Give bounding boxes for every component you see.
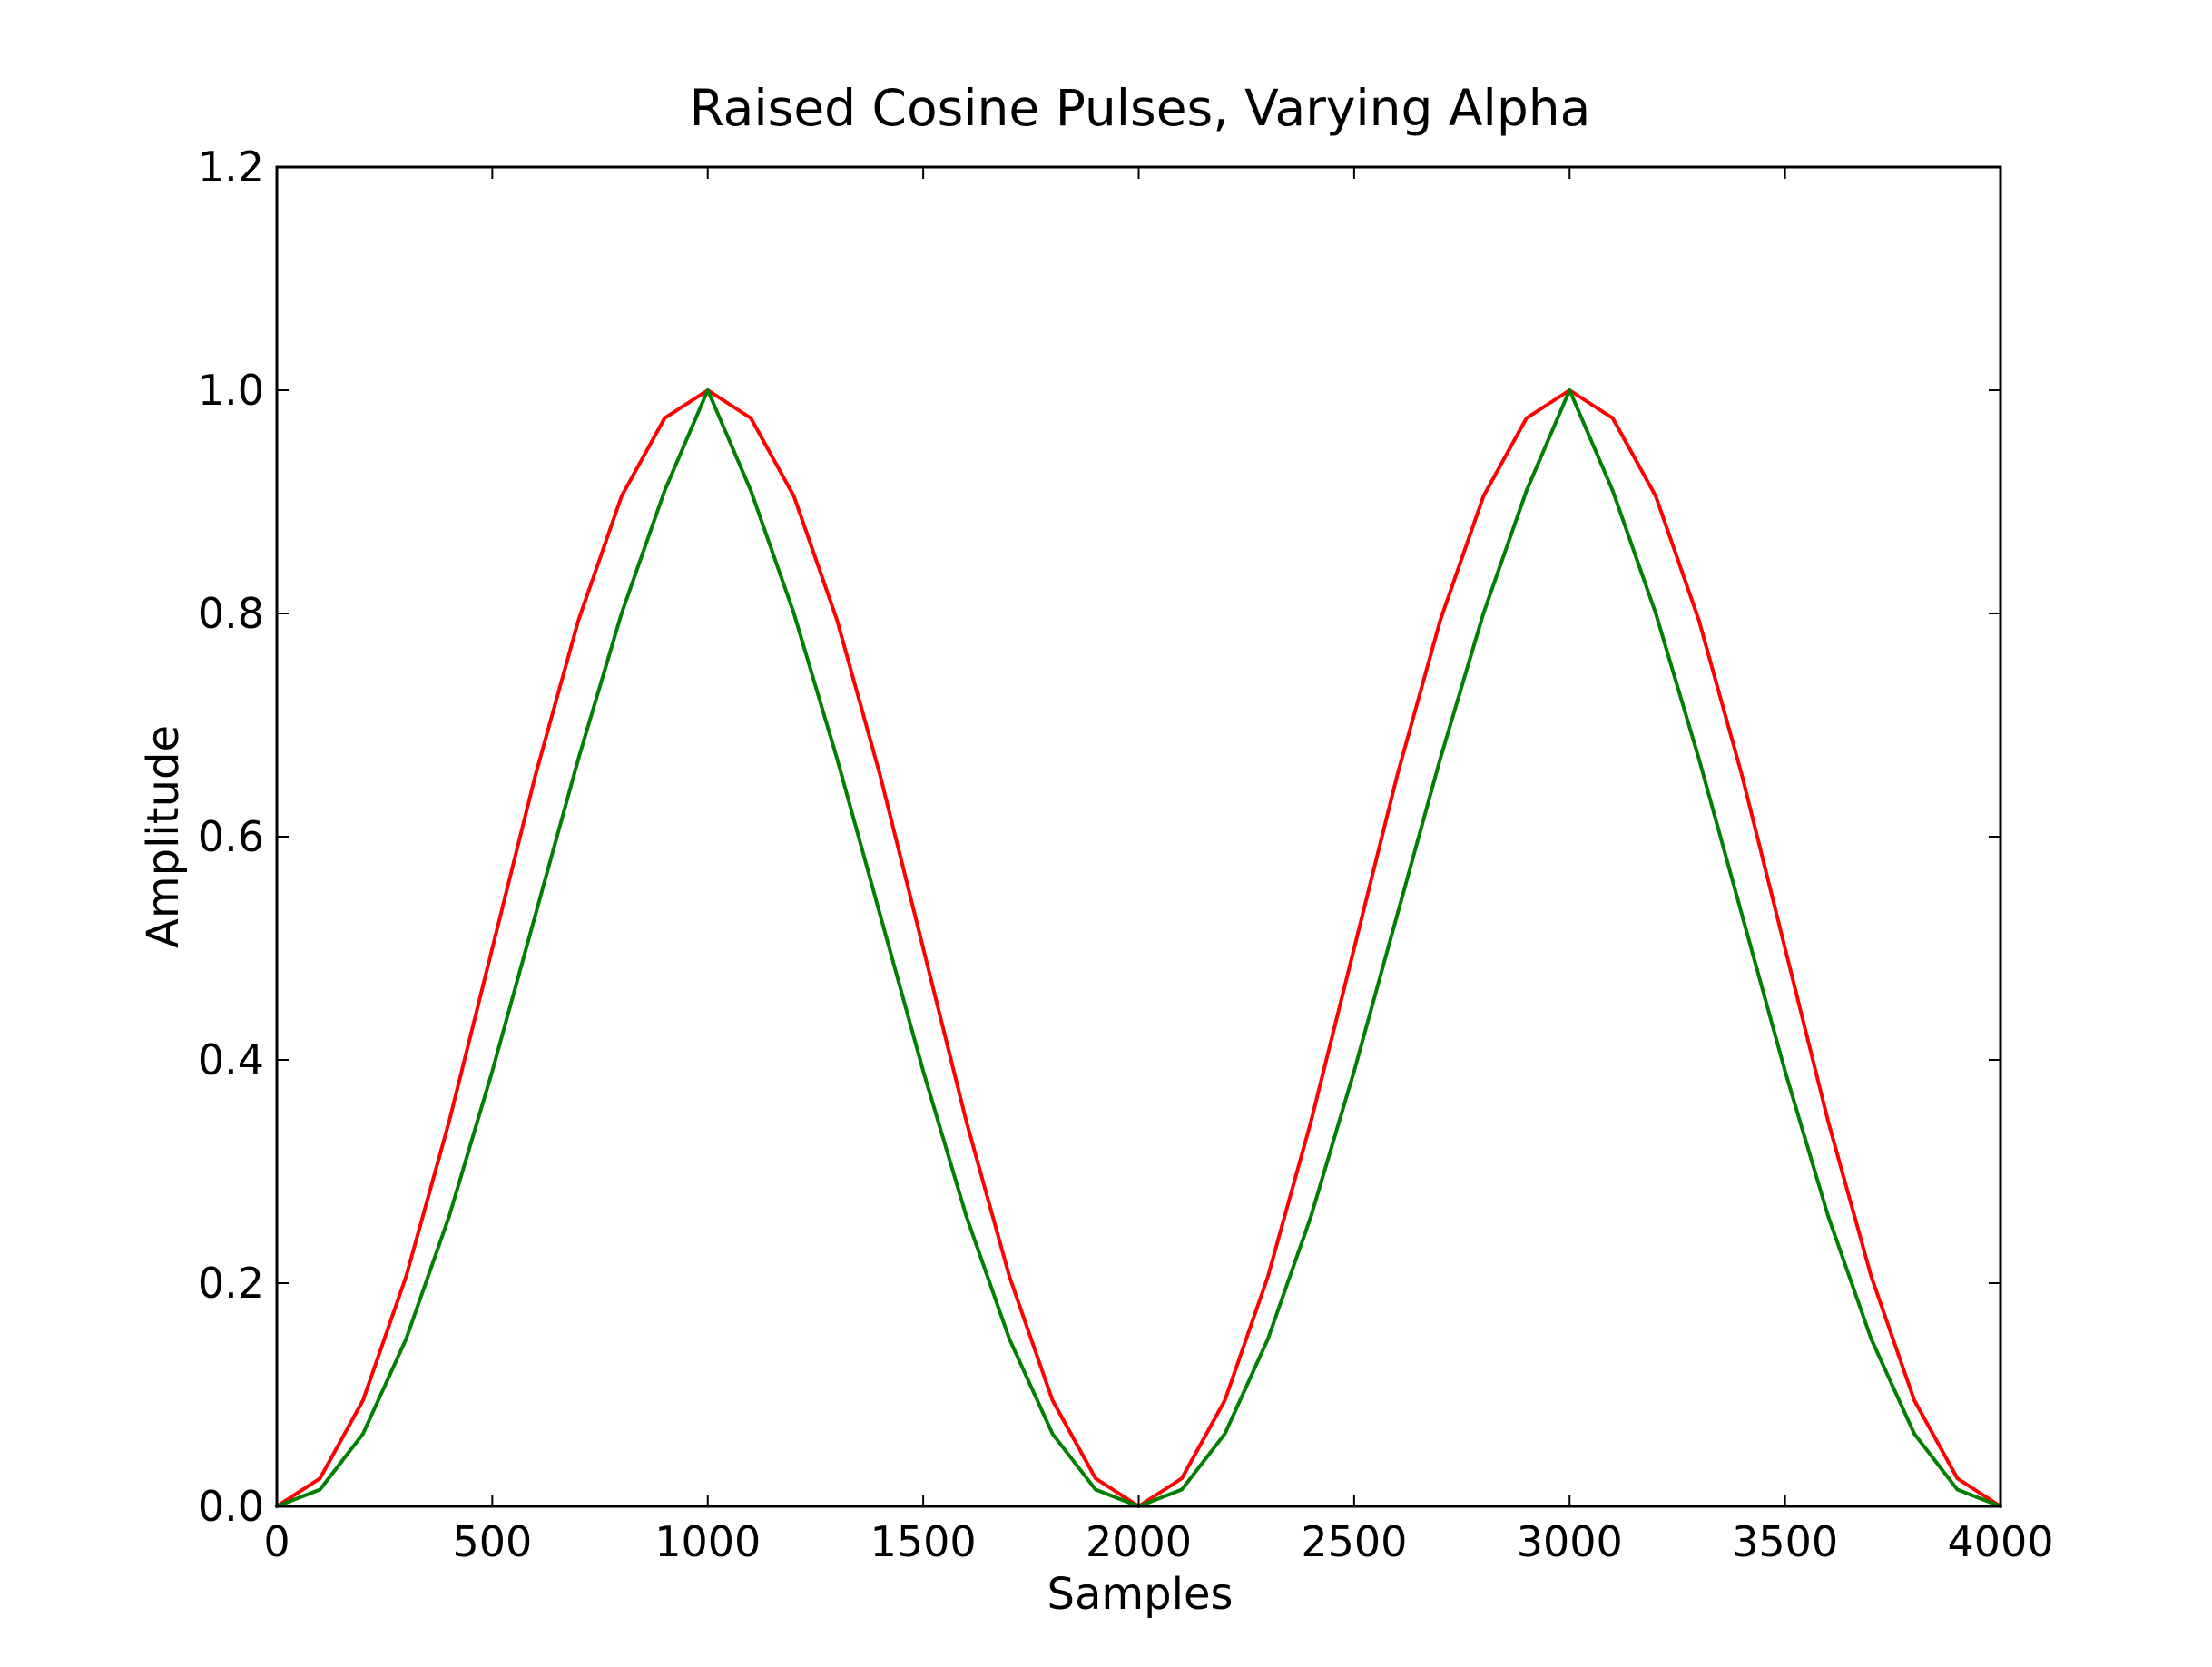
y-tick-label: 0.6 <box>198 812 264 861</box>
y-tick-label: 0.8 <box>198 589 264 638</box>
x-tick-label: 4000 <box>1947 1517 2053 1566</box>
x-tick-label: 2000 <box>1086 1517 1192 1566</box>
series-line-2 <box>275 388 2002 1508</box>
x-axis-label: Samples <box>1047 1569 1234 1620</box>
y-axis-label: Amplitude <box>138 725 189 948</box>
series-line-1 <box>275 388 2002 1508</box>
x-tick-label: 3000 <box>1517 1517 1623 1566</box>
chart-title: Raised Cosine Pulses, Varying Alpha <box>690 79 1591 137</box>
plot-area: 0 500 1000 1500 2000 2500 3000 3500 4000 0.0 0.2 0.… <box>198 142 2054 1566</box>
x-tick-label: 3500 <box>1732 1517 1838 1566</box>
axes-frame <box>275 165 2002 1508</box>
y-tick-label: 1.0 <box>198 366 264 415</box>
y-tick-label: 1.2 <box>198 142 264 191</box>
x-tick-label: 0 <box>263 1517 290 1566</box>
y-tick-label: 0.2 <box>198 1259 264 1308</box>
y-tick-label: 0.4 <box>198 1035 264 1084</box>
x-tick-label: 500 <box>452 1517 532 1566</box>
x-tick-label: 1500 <box>870 1517 977 1566</box>
y-tick-label: 0.0 <box>198 1482 264 1531</box>
x-tick-label: 2500 <box>1301 1517 1407 1566</box>
x-tick-label: 1000 <box>654 1517 761 1566</box>
